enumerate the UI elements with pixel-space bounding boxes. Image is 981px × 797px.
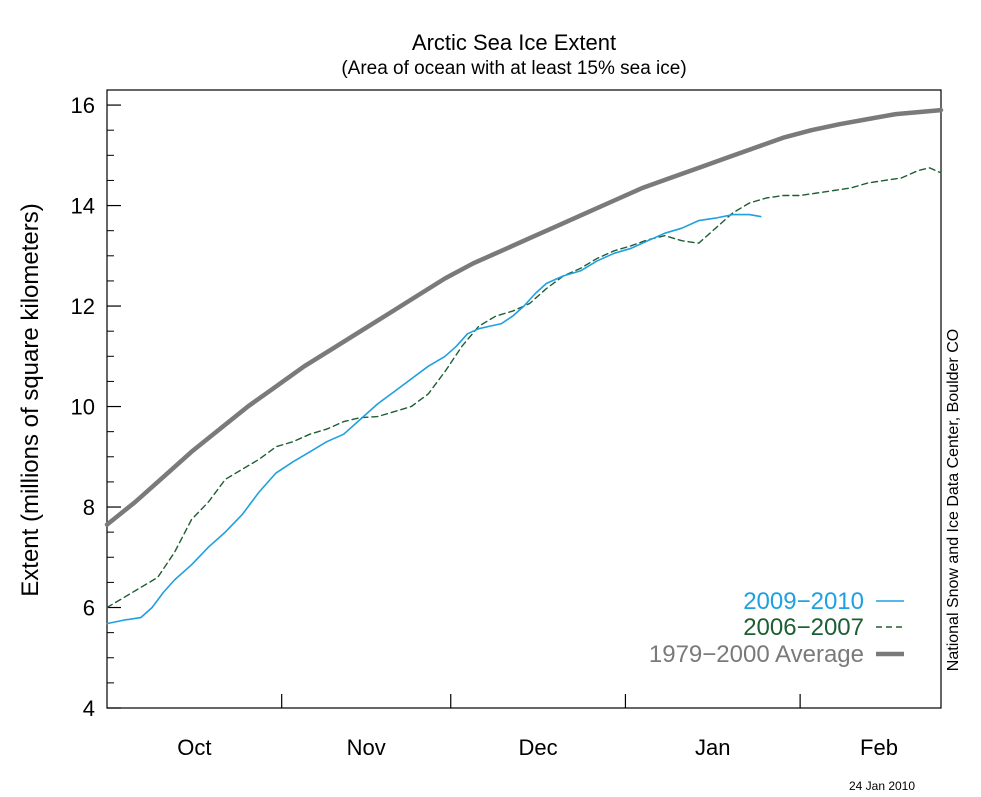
y-tick-label: 16 [71, 93, 95, 118]
date-stamp: 24 Jan 2010 [849, 779, 915, 793]
legend-label: 1979−2000 Average [649, 641, 864, 668]
y-axis-title: Extent (millions of square kilometers) [17, 203, 44, 596]
x-month-label: Oct [177, 735, 211, 760]
y-tick-label: 4 [83, 696, 95, 721]
y-tick-label: 14 [71, 194, 95, 219]
x-axis: Oct Nov Dec Jan Feb [177, 694, 898, 760]
series-layer [104, 107, 944, 625]
series-line-2 [104, 107, 944, 527]
x-month-label: Nov [347, 735, 386, 760]
legend-label: 2009−2010 [743, 588, 864, 615]
x-month-label: Feb [860, 735, 898, 760]
x-month-label: Jan [695, 735, 730, 760]
y-tick-label: 8 [83, 495, 95, 520]
series-line-1 [106, 167, 942, 609]
legend-label: 2006−2007 [743, 614, 864, 641]
y-axis: 4 6 8 10 12 14 16 [71, 93, 121, 721]
y-tick-label: 12 [71, 294, 95, 319]
x-month-label: Dec [519, 735, 558, 760]
series-line-0 [106, 213, 762, 625]
plot-frame [106, 89, 942, 709]
credit-text: National Snow and Ice Data Center, Bould… [945, 329, 962, 671]
chart-subtitle: (Area of ocean with at least 15% sea ice… [341, 58, 686, 79]
y-tick-label: 10 [71, 395, 95, 420]
chart-title: Arctic Sea Ice Extent [412, 30, 616, 55]
y-tick-label: 6 [83, 596, 95, 621]
